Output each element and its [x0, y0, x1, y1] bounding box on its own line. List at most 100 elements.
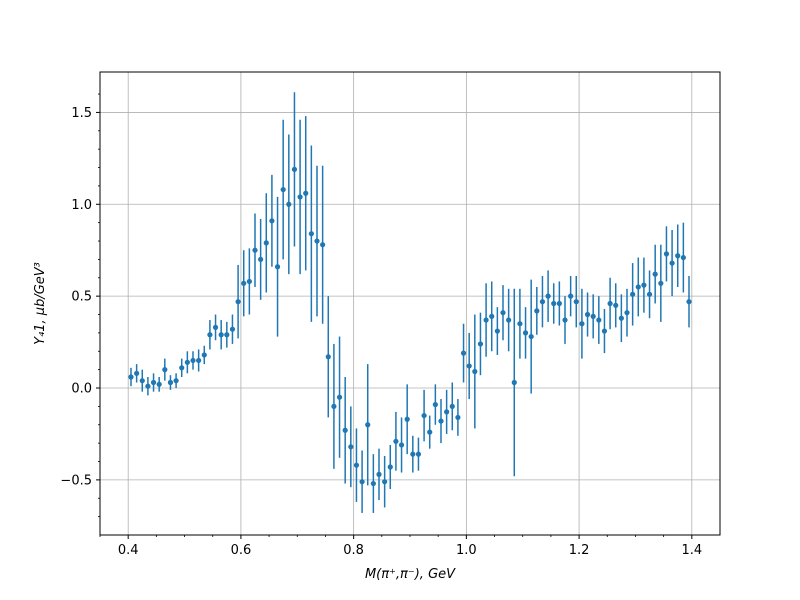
data-point [320, 242, 326, 248]
data-point [370, 480, 376, 487]
grid [100, 72, 720, 535]
data-point [539, 299, 546, 305]
data-point [325, 354, 331, 360]
data-point [139, 378, 145, 384]
data-point [427, 429, 433, 435]
data-point [229, 326, 236, 332]
data-point [522, 330, 529, 336]
data-point [601, 328, 608, 334]
data-point [630, 291, 636, 297]
data-point [308, 231, 314, 237]
data-point [534, 308, 540, 314]
data-point [224, 332, 230, 338]
data-point [162, 367, 168, 373]
y-tick-label: 1.0 [71, 198, 92, 213]
data-point [128, 374, 134, 380]
data-point [624, 310, 630, 316]
data-point [387, 464, 393, 470]
data-point [201, 352, 207, 358]
x-tick-label: 0.8 [343, 543, 364, 558]
x-tick-label: 1.2 [569, 543, 590, 558]
data-point [517, 321, 523, 327]
data-point [618, 315, 624, 321]
data-point [353, 462, 360, 468]
data-point [235, 299, 241, 305]
data-point [382, 479, 388, 485]
data-point [584, 311, 591, 318]
data-point [658, 280, 664, 286]
data-point [432, 401, 438, 408]
x-tick-label: 1.4 [681, 543, 702, 558]
data-point [528, 333, 534, 340]
data-point [167, 379, 174, 386]
x-tick-label: 0.6 [231, 543, 252, 558]
data-point [562, 317, 568, 323]
data-point [444, 409, 450, 415]
data-point [393, 438, 399, 444]
data-point [179, 365, 185, 371]
data-point [438, 418, 444, 424]
data-point [415, 451, 422, 457]
x-axis-label: M(π⁺,π⁻), GeV [365, 567, 456, 582]
data-point [613, 302, 619, 308]
data-point [460, 350, 467, 356]
data-point [652, 271, 658, 277]
data-point [156, 381, 162, 387]
data-point [590, 313, 596, 319]
data-point [376, 471, 382, 477]
data-point [145, 383, 151, 389]
y-tick-label: 0.5 [71, 290, 92, 305]
data-point [280, 186, 286, 193]
y-axis-label: Y₄1, μb/GeV³ [33, 262, 48, 345]
data-point [455, 414, 461, 421]
data-point [314, 238, 320, 244]
data-point [489, 313, 495, 319]
data-point [675, 253, 681, 259]
data-point [359, 479, 365, 485]
data-point [212, 324, 219, 330]
data-point [207, 332, 213, 338]
data-point [269, 218, 275, 224]
y-tick-label: 0.0 [71, 382, 92, 397]
data-point [472, 368, 478, 375]
data-point [274, 264, 281, 270]
data-point [494, 328, 500, 334]
data-point [190, 357, 196, 364]
data-point [365, 422, 371, 428]
y-tick-label: −0.5 [60, 473, 92, 488]
data-point [545, 293, 551, 299]
y-tick-label: 1.5 [71, 106, 92, 121]
data-point [348, 444, 354, 450]
data-point [342, 427, 348, 433]
data-point [506, 317, 512, 323]
ticks: 0.4 0.6 0.8 1.0 1.2 1.4 −0.5 0.0 0.5 1.0 1.5 [60, 93, 702, 558]
data-point [680, 254, 686, 261]
x-tick-label: 1.0 [456, 543, 477, 558]
data-point [500, 310, 506, 316]
data-point [641, 282, 647, 288]
data-point [686, 299, 692, 305]
data-point [556, 300, 562, 307]
data-point [286, 201, 292, 207]
data-point [568, 293, 574, 299]
data-point [196, 357, 202, 364]
data-point [336, 394, 343, 400]
data-point [596, 317, 602, 323]
data-point [607, 300, 613, 307]
data-point [398, 442, 405, 448]
data-point [483, 317, 489, 323]
data-point [573, 299, 579, 305]
data-point [663, 251, 670, 257]
data-point [404, 416, 410, 422]
data-point [669, 260, 675, 266]
data-point [218, 332, 224, 338]
data-point [646, 291, 653, 297]
data-point [258, 256, 264, 263]
data-point [291, 166, 298, 172]
data-point [134, 370, 140, 376]
data-point [410, 451, 416, 457]
data-point [551, 300, 557, 307]
data-point [303, 190, 309, 196]
data-point [241, 280, 247, 286]
